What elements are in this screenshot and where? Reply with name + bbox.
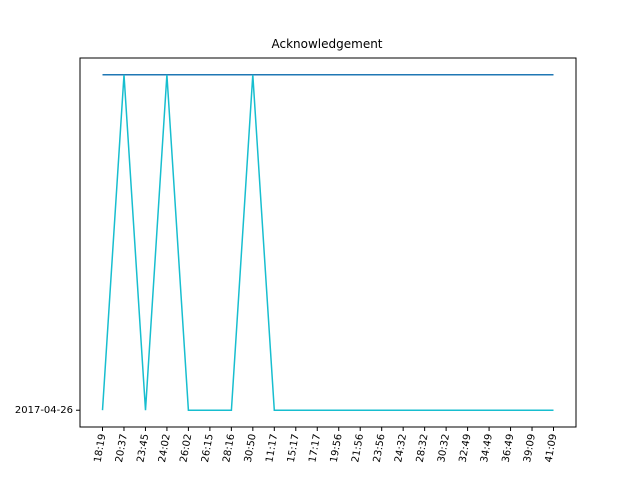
series-line-2 xyxy=(101,74,554,411)
x-tick-label: 21:56 xyxy=(350,433,366,463)
x-tick-label: 23:56 xyxy=(372,433,388,463)
plot-area-frame xyxy=(79,57,577,428)
y-axis: 2017-04-26 xyxy=(15,405,80,416)
x-tick-label: 15:17 xyxy=(286,433,302,463)
x-tick-label: 30:50 xyxy=(243,433,259,463)
x-tick-label: 18:19 xyxy=(93,433,109,463)
x-tick-label: 24:32 xyxy=(393,433,409,463)
x-tick-label: 23:45 xyxy=(136,433,152,463)
x-axis: 18:19 20:37 23:45 24:02 26:02 26:15 28:16 30:50… xyxy=(93,427,560,463)
x-tick-label: 39:09 xyxy=(522,433,538,463)
x-tick-label: 30:32 xyxy=(436,433,452,463)
x-tick-label: 24:02 xyxy=(157,433,173,463)
x-tick-label: 32:49 xyxy=(458,433,474,463)
x-tick-label: 26:02 xyxy=(178,433,194,463)
x-tick-label: 20:37 xyxy=(114,433,130,463)
x-tick-label: 17:17 xyxy=(307,433,323,463)
y-tick-label: 2017-04-26 xyxy=(15,405,73,416)
x-tick-label: 11:17 xyxy=(264,433,280,463)
x-tick-label: 26:15 xyxy=(200,433,216,463)
x-tick-label: 34:49 xyxy=(479,433,495,463)
chart-title: Acknowledgement xyxy=(271,37,382,51)
x-tick-label: 28:32 xyxy=(415,433,431,463)
x-tick-label: 41:09 xyxy=(544,433,560,463)
x-tick-label: 36:49 xyxy=(501,433,517,463)
x-tick-label: 28:16 xyxy=(221,433,237,463)
series-layer xyxy=(101,74,554,411)
x-tick-label: 19:56 xyxy=(329,433,345,463)
